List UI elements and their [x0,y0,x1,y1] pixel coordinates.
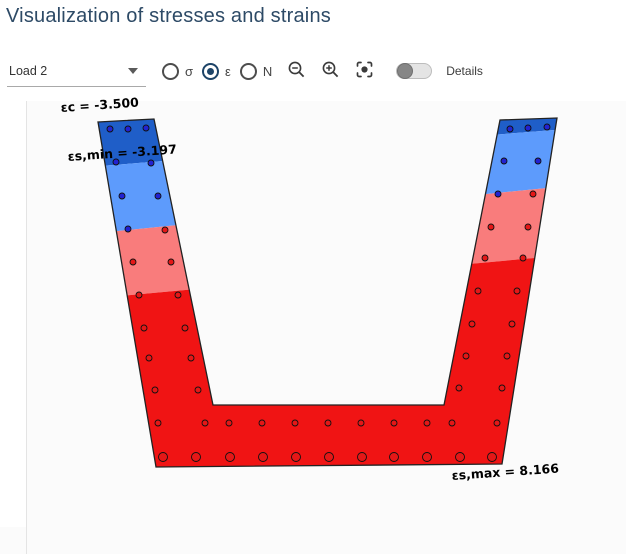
rebar-dot [468,320,476,328]
mode-radio-N[interactable]: N [239,62,273,80]
zoom-out-button[interactable] [284,59,308,83]
rebar-dot [258,452,268,462]
chevron-down-icon [128,67,138,74]
rebar-dot [481,254,489,262]
rebar-dot [494,190,502,198]
rebar-dot [201,419,209,427]
rebar-dot [147,159,155,167]
rebar-dot [124,225,132,233]
rebar-dot [357,452,367,462]
rebar-dot [225,419,233,427]
rebar-dot [503,352,511,360]
rebar-dot [474,287,482,295]
rebar-dot [524,124,532,132]
rebar-dot [357,419,365,427]
rebar-dot [324,419,332,427]
radio-label: N [262,63,273,79]
fit-view-button[interactable] [352,59,376,83]
rebar-dot [487,223,495,231]
details-toggle[interactable] [396,63,433,79]
rebar-dot [191,452,201,462]
rebar-dot [161,226,169,234]
rebar-dot [124,125,132,133]
rebar-dot [135,291,143,299]
rebar-dot [154,192,162,200]
rebar-dot [448,419,456,427]
rebar-dot [422,452,432,462]
rebar-dot [423,419,431,427]
section-outline [97,117,558,468]
radio-label: σ [185,63,194,79]
rebar-dot [118,192,126,200]
rebar-dot [493,419,501,427]
rebar-dot [225,452,235,462]
rebar-dot [508,320,516,328]
rebar-dot [529,190,537,198]
rebar-dot [506,125,514,133]
radio-circle-icon[interactable] [202,62,220,80]
rebar-dot [324,452,334,462]
zoom-out-icon [287,60,306,82]
strain-label: εs,max = 8.166 [451,461,559,483]
toolbar: Load 2 σ ε N [7,54,483,88]
load-select[interactable]: Load 2 [7,56,146,87]
rebar-dot [187,354,195,362]
details-toggle-knob [397,63,414,79]
zoom-icons [284,59,376,83]
center-focus-icon [355,60,374,82]
zoom-in-icon [321,60,340,82]
rebar-dot [455,452,465,462]
rebar-dot [174,291,182,299]
mode-radio-ε[interactable]: ε [202,62,231,80]
rebar-dot [140,324,148,332]
rebar-dot [106,125,114,133]
rebar-dot [154,419,162,427]
rebar-dot [291,452,301,462]
load-select-value: Load 2 [9,63,48,78]
rebar-dot [455,384,463,392]
rebar-dot [390,419,398,427]
rebar-dot [181,324,189,332]
rebar-dot [513,287,521,295]
radio-label: ε [225,63,231,79]
rebar-dot [498,384,506,392]
rebar-dot [389,452,399,462]
rebar-dot [151,386,159,394]
rebar-dot [158,452,168,462]
rebar-dot [145,354,153,362]
mode-radio-σ[interactable]: σ [162,62,194,80]
rebar-dot [258,419,266,427]
rebar-dot [487,452,497,462]
rebar-dot [524,223,532,231]
strain-label: εc = -3.500 [60,95,139,115]
rebar-dot [167,258,175,266]
rebar-dot [142,124,150,132]
rebar-dot [194,386,202,394]
radio-circle-icon[interactable] [162,62,179,80]
radio-dot [207,67,215,75]
rebar-dot [500,157,508,165]
rebar-dot [519,254,527,262]
rebar-dot [112,158,120,166]
radio-circle-icon[interactable] [239,62,257,80]
rebar-dot [291,419,299,427]
rebar-dot [129,258,137,266]
zoom-in-button[interactable] [318,59,342,83]
rebar-dot [534,157,542,165]
page-title: Visualization of stresses and strains [6,5,331,27]
rebar-dot [462,352,470,360]
details-toggle-label: Details [446,64,483,78]
rebar-dot [543,123,551,131]
